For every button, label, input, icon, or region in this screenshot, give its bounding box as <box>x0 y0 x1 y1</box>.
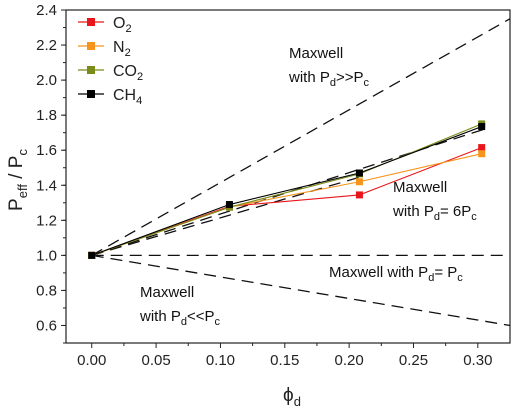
plot-frame <box>65 9 511 344</box>
x-tick-label: 0.20 <box>335 352 364 369</box>
legend-label: N2 <box>113 39 131 59</box>
y-tick-label: 2.0 <box>36 72 57 89</box>
annotation-line1: Maxwell <box>289 45 343 62</box>
y-tick-label: 1.4 <box>36 177 57 194</box>
annotation-line2: with Pd<<Pc <box>139 308 221 328</box>
plot-area <box>65 9 511 344</box>
annotation-line2: with Pd>>Pc <box>288 69 370 89</box>
legend-marker <box>87 42 95 50</box>
series-point <box>225 201 233 209</box>
x-tick-label: 0.30 <box>463 352 492 369</box>
series-point <box>478 144 486 152</box>
y-axis-label: Peff / Pc <box>6 149 30 211</box>
series-lines <box>88 120 486 259</box>
legend-label: CH4 <box>113 87 142 107</box>
annotation-line1: Maxwell <box>140 284 194 301</box>
legend-marker <box>87 90 95 98</box>
y-tick-label: 2.2 <box>36 37 57 54</box>
x-tick-label: 0.10 <box>206 352 235 369</box>
annotation-line1: Maxwell <box>393 179 447 196</box>
x-tick-label: 0.25 <box>399 352 428 369</box>
legend-marker <box>87 66 95 74</box>
axes: 0.00 0.05 0.10 0.15 0.20 0.25 0.30 0.6 0.8 1.0 1.2… <box>36 2 492 369</box>
series-point <box>355 178 363 186</box>
series-point <box>355 191 363 199</box>
x-axis-label: ϕd <box>283 385 301 409</box>
y-tick-label: 0.6 <box>36 317 57 334</box>
y-tick-label: 1.6 <box>36 142 57 159</box>
model-line <box>91 18 511 256</box>
y-tick-label: 2.4 <box>36 2 57 19</box>
legend-label: CO2 <box>113 63 143 83</box>
x-tick-label: 0.00 <box>77 352 106 369</box>
series-line <box>91 126 482 256</box>
y-tick-label: 1.2 <box>36 212 57 229</box>
x-tick-label: 0.05 <box>141 352 170 369</box>
y-tick-label: 0.8 <box>36 282 57 299</box>
series-point <box>355 169 363 177</box>
y-tick-label: 1.8 <box>36 107 57 124</box>
annotation-line2: with Pd= 6Pc <box>392 203 477 223</box>
series-point <box>88 251 96 259</box>
x-tick-label: 0.15 <box>270 352 299 369</box>
y-tick-label: 1.0 <box>36 247 57 264</box>
series-point <box>478 123 486 131</box>
model-line <box>91 254 511 327</box>
legend-label: O2 <box>113 15 132 35</box>
series-point <box>478 150 486 158</box>
series-line <box>91 147 482 256</box>
legend-marker <box>87 18 95 26</box>
legend: O2 N2 CO2 CH4 <box>78 15 143 107</box>
annotation-line2: Maxwell with Pd= Pc <box>329 264 463 284</box>
model-line <box>91 175 363 256</box>
series-line <box>91 123 482 256</box>
annotations: Maxwell with Pd>>Pc Maxwell with Pd= 6Pc Max… <box>139 45 477 328</box>
